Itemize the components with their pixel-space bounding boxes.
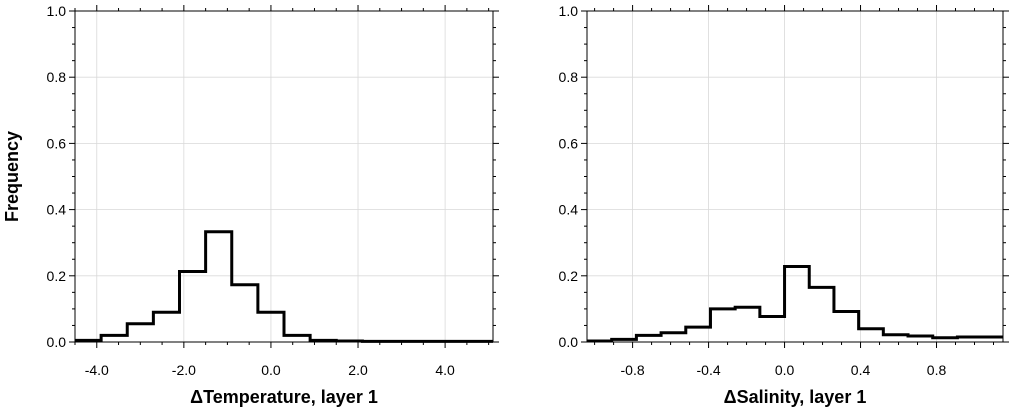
y-tick-label: 0.4 bbox=[47, 202, 67, 218]
y-tick-label: 0.6 bbox=[559, 135, 579, 151]
x-tick-label: 4.0 bbox=[435, 362, 455, 378]
x-tick-label: -2.0 bbox=[172, 362, 196, 378]
y-axis-title: Frequency bbox=[2, 131, 22, 222]
y-tick-label: 0.0 bbox=[559, 334, 579, 350]
x-tick-label: 2.0 bbox=[348, 362, 368, 378]
histogram-step-line bbox=[587, 265, 1003, 343]
chart-panel-1: 0.0 0.2 0.4 0.6 0.8 1.0 -4.0 -2.0 0.0 2.0 4.0 ΔTemp… bbox=[2, 3, 499, 407]
plot-frame bbox=[74, 10, 494, 343]
y-tick-label: 0.8 bbox=[47, 69, 67, 85]
y-tick-label: 1.0 bbox=[559, 3, 579, 19]
x-axis-title: ΔTemperature, layer 1 bbox=[190, 387, 378, 407]
y-tick-label: 0.6 bbox=[47, 135, 67, 151]
chart-panel-2: 0.0 0.2 0.4 0.6 0.8 1.0 -0.8 -0.4 0.0 0.4 0.8 ΔSali… bbox=[559, 3, 1009, 407]
x-tick-label: 0.0 bbox=[261, 362, 281, 378]
x-tick-label: 0.8 bbox=[927, 362, 947, 378]
x-tick-label: -0.4 bbox=[697, 362, 721, 378]
x-tick-label: 0.4 bbox=[851, 362, 871, 378]
y-tick-label: 0.4 bbox=[559, 202, 579, 218]
y-tick-label: 0.8 bbox=[559, 69, 579, 85]
y-tick-label: 0.2 bbox=[559, 268, 579, 284]
y-tick-label: 0.0 bbox=[47, 334, 67, 350]
x-tick-label: -0.8 bbox=[621, 362, 645, 378]
x-tick-label: -4.0 bbox=[85, 362, 109, 378]
plot-frame bbox=[586, 10, 1004, 343]
y-tick-label: 1.0 bbox=[47, 3, 67, 19]
x-tick-label: 0.0 bbox=[775, 362, 795, 378]
y-tick-label: 0.2 bbox=[47, 268, 67, 284]
histogram-step-line bbox=[75, 230, 493, 343]
x-axis-title: ΔSalinity, layer 1 bbox=[724, 387, 867, 407]
